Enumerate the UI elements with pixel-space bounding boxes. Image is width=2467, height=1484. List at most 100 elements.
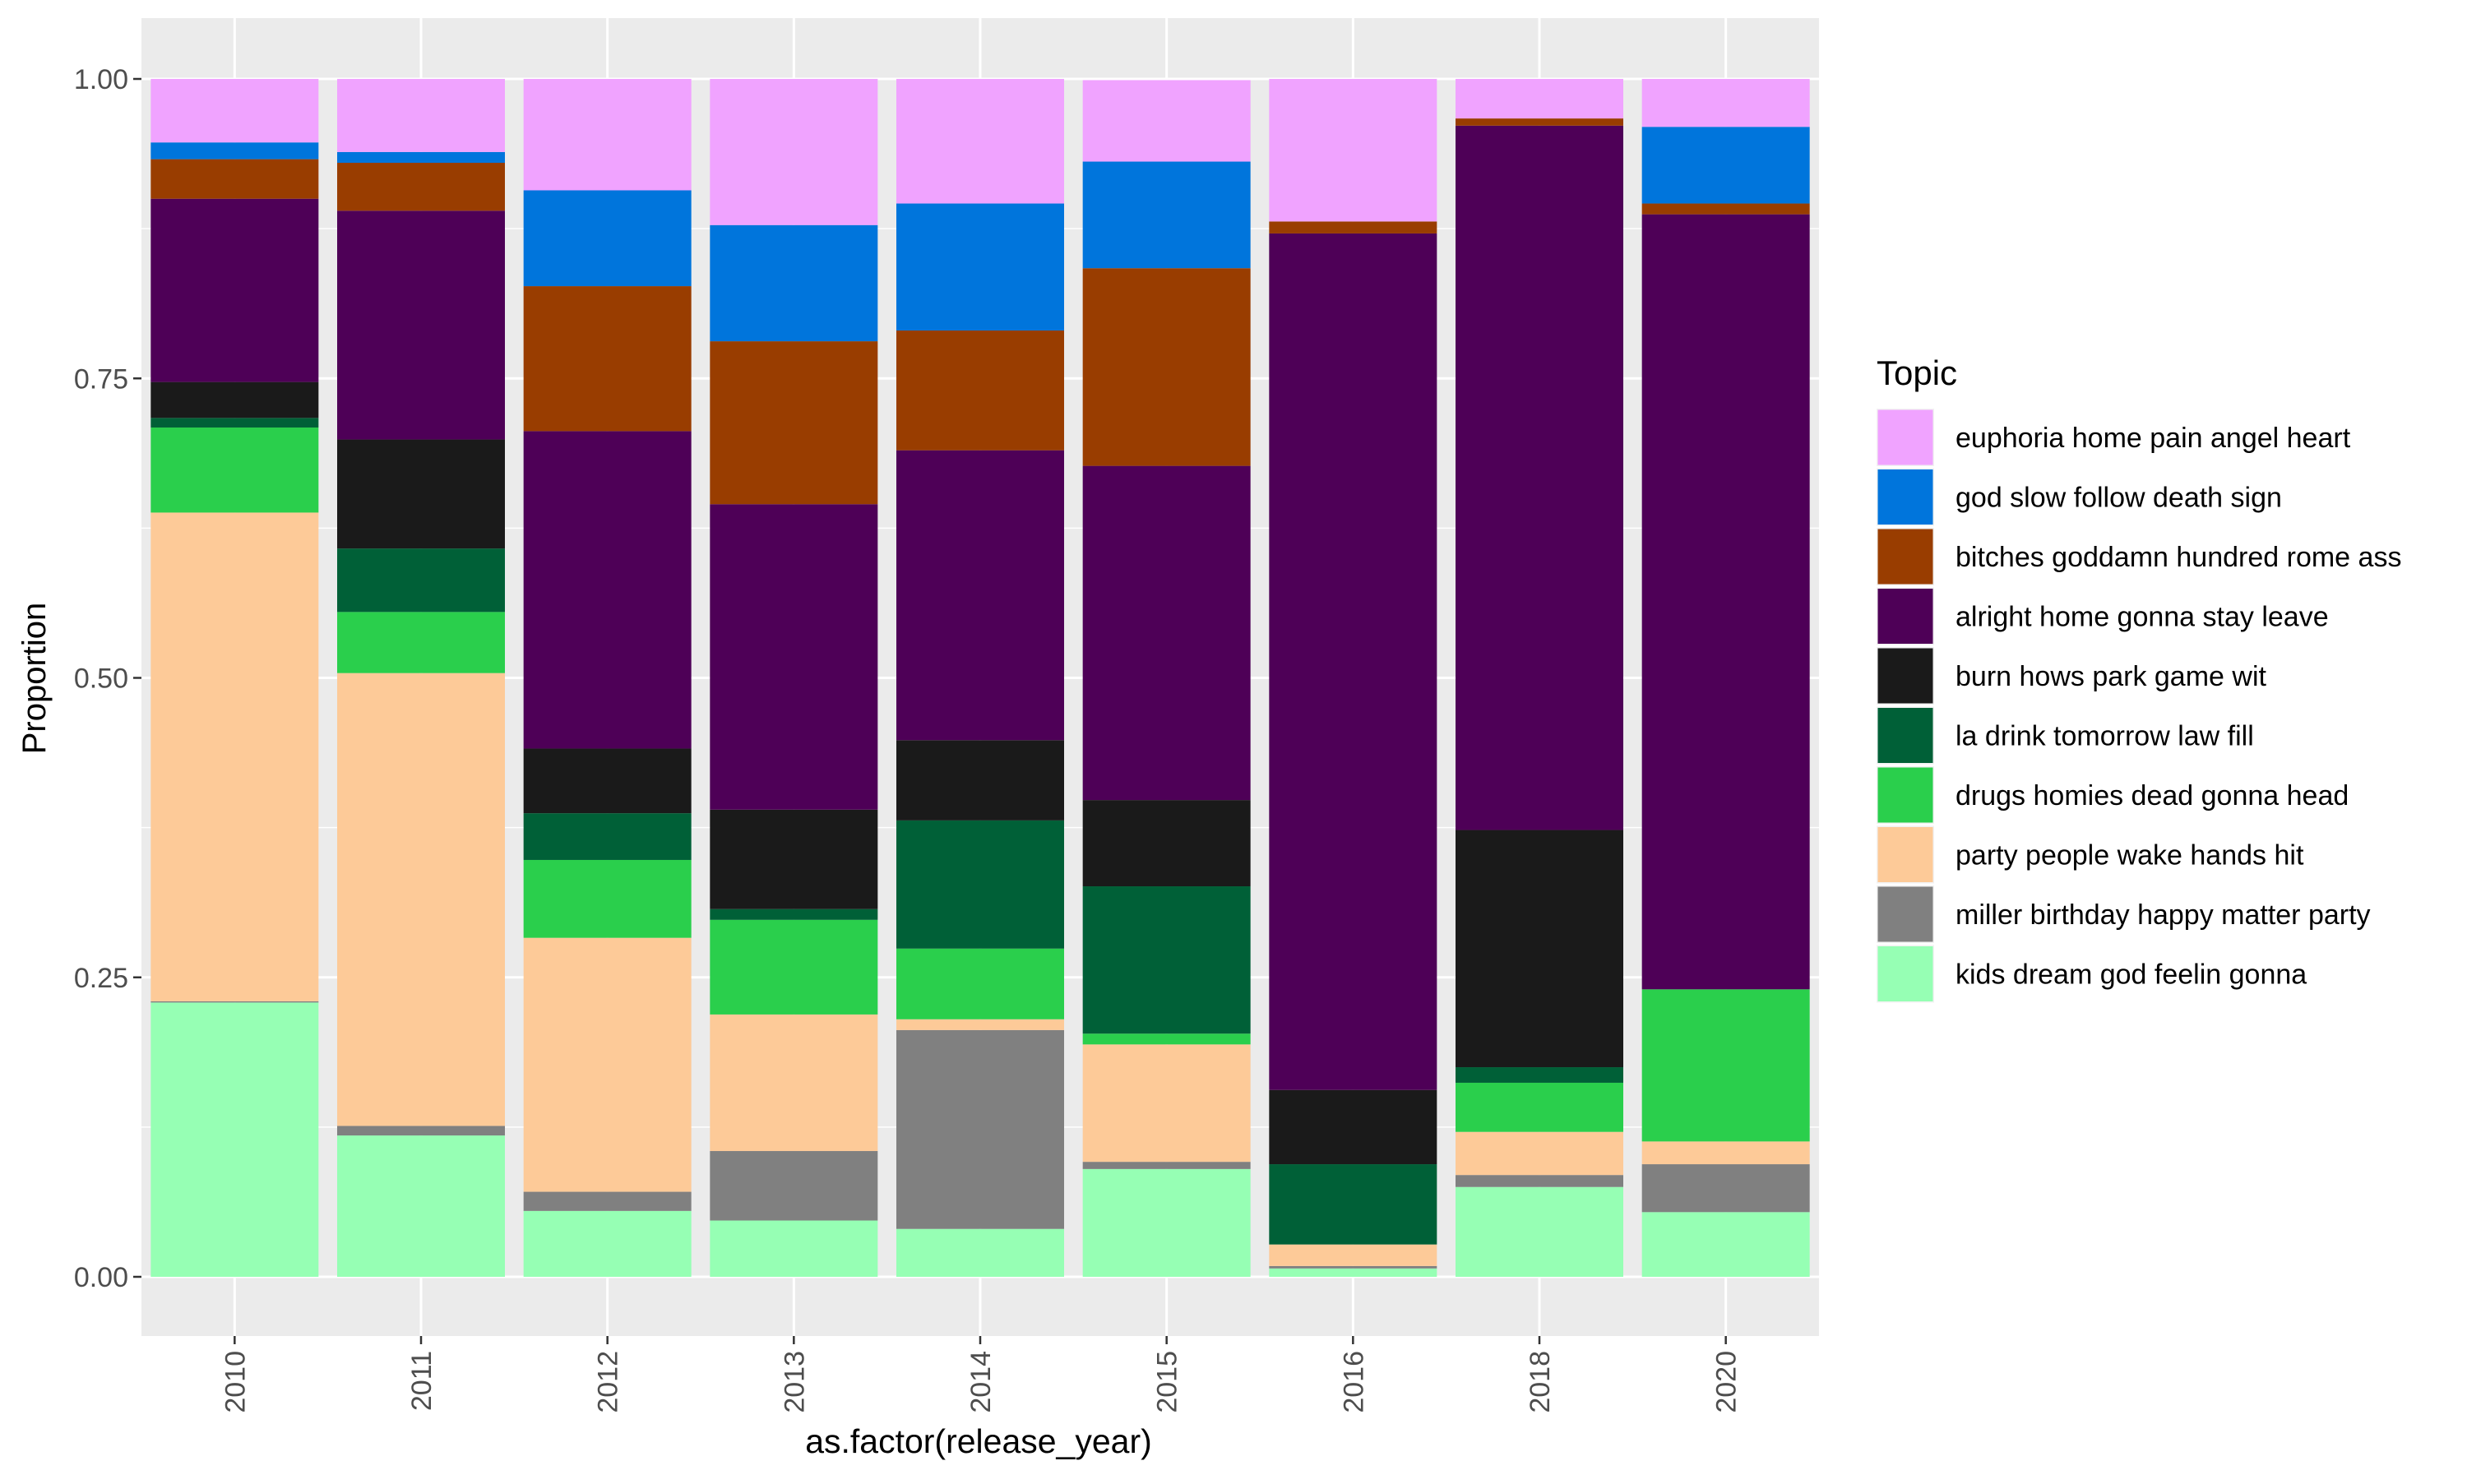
legend-swatch xyxy=(1877,767,1933,823)
legend-label: la drink tomorrow law fill xyxy=(1956,721,2254,752)
bar-segment xyxy=(337,673,505,1126)
bar-stack-2012 xyxy=(523,79,692,1277)
bar-segment xyxy=(1641,127,1810,204)
y-tick-label: 0.75 xyxy=(74,363,128,395)
legend-label: party people wake hands hit xyxy=(1956,840,2304,871)
bar-segment xyxy=(337,1126,505,1136)
legend-label: burn hows park game wit xyxy=(1956,661,2267,692)
bars-group xyxy=(150,79,1810,1277)
bar-segment xyxy=(896,740,1064,821)
x-tick-label: 2016 xyxy=(1338,1351,1369,1413)
legend-item: la drink tomorrow law fill xyxy=(1877,706,2254,765)
bar-segment xyxy=(337,151,505,163)
bar-segment xyxy=(1641,214,1810,990)
bar-segment xyxy=(523,431,692,749)
legend-item: kids dream god feelin gonna xyxy=(1877,945,2307,1003)
legend: Topic euphoria home pain angel heart god … xyxy=(1877,354,2401,1003)
bar-segment xyxy=(1269,1164,1437,1245)
bar-segment xyxy=(1641,79,1810,127)
x-tick-label: 2018 xyxy=(1525,1351,1556,1413)
bar-segment xyxy=(150,427,319,513)
legend-label: god slow follow death sign xyxy=(1956,483,2282,514)
bar-segment xyxy=(1082,800,1251,887)
bar-segment xyxy=(150,159,319,199)
bar-segment xyxy=(150,381,319,418)
legend-swatch xyxy=(1877,529,1933,585)
bar-segment xyxy=(1082,80,1251,162)
bar-segment xyxy=(523,286,692,432)
bar-segment xyxy=(1456,1082,1623,1132)
bar-segment xyxy=(896,330,1064,451)
legend-item: euphoria home pain angel heart xyxy=(1877,409,2351,466)
bar-segment xyxy=(150,1001,319,1003)
bar-segment xyxy=(150,1002,319,1277)
bar-stack-2013 xyxy=(710,79,878,1277)
bar-segment xyxy=(150,198,319,382)
bar-segment xyxy=(523,79,692,191)
bar-segment xyxy=(523,748,692,814)
x-axis-label: as.factor(release_year) xyxy=(805,1422,1152,1460)
bar-segment xyxy=(1082,886,1251,1034)
bar-segment xyxy=(896,450,1064,741)
bar-segment xyxy=(1456,830,1623,1068)
bar-segment xyxy=(1082,1033,1251,1045)
x-tick-label: 2020 xyxy=(1711,1351,1743,1413)
axes-group: 0.00 0.25 0.50 0.75 1.00 2010 2011 2012 2013 2014… xyxy=(74,64,1743,1413)
bar-segment xyxy=(1082,1162,1251,1169)
bar-segment xyxy=(1269,1268,1437,1277)
bar-segment xyxy=(1641,203,1810,215)
bar-stack-2015 xyxy=(1082,80,1251,1277)
x-tick-label: 2012 xyxy=(593,1351,624,1413)
bar-segment xyxy=(896,1029,1064,1229)
bar-segment xyxy=(896,820,1064,949)
bar-segment xyxy=(1456,1186,1623,1277)
legend-swatch xyxy=(1877,648,1933,704)
legend-swatch xyxy=(1877,827,1933,882)
bar-segment xyxy=(337,439,505,549)
bar-segment xyxy=(337,612,505,673)
legend-label: euphoria home pain angel heart xyxy=(1956,423,2351,454)
legend-swatch xyxy=(1877,589,1933,644)
bar-segment xyxy=(150,142,319,159)
bar-segment xyxy=(1641,989,1810,1142)
legend-item: god slow follow death sign xyxy=(1877,468,2282,526)
bar-segment xyxy=(1269,1244,1437,1266)
bar-stack-2014 xyxy=(896,79,1064,1277)
bar-segment xyxy=(1082,1168,1251,1277)
bar-segment xyxy=(337,1135,505,1277)
y-tick-label: 0.25 xyxy=(74,963,128,994)
x-tick-label: 2015 xyxy=(1152,1351,1183,1413)
x-tick-label: 2013 xyxy=(779,1351,810,1413)
y-axis-label: Proportion xyxy=(16,603,53,755)
bar-segment xyxy=(710,504,878,810)
bar-segment xyxy=(337,79,505,152)
bar-segment xyxy=(337,162,505,211)
bar-segment xyxy=(710,1014,878,1152)
bar-segment xyxy=(896,1019,1064,1030)
bar-segment xyxy=(710,908,878,920)
bar-stack-2020 xyxy=(1641,79,1810,1277)
bar-segment xyxy=(896,203,1064,331)
bar-segment xyxy=(1641,1164,1810,1213)
bar-stack-2011 xyxy=(337,79,505,1277)
bar-segment xyxy=(1082,1044,1251,1163)
y-tick-label: 0.50 xyxy=(74,663,128,695)
legend-label: drugs homies dead gonna head xyxy=(1956,780,2349,811)
bar-segment xyxy=(1456,79,1623,119)
bar-segment xyxy=(1082,465,1251,801)
bar-segment xyxy=(523,1210,692,1277)
legend-swatch xyxy=(1877,886,1933,942)
bar-segment xyxy=(1269,221,1437,233)
bar-segment xyxy=(150,512,319,1001)
bar-stack-2018 xyxy=(1456,79,1623,1277)
bar-segment xyxy=(896,1228,1064,1277)
bar-segment xyxy=(710,809,878,909)
bar-segment xyxy=(896,79,1064,204)
legend-item: burn hows park game wit xyxy=(1877,647,2267,705)
bar-segment xyxy=(337,210,505,440)
bar-segment xyxy=(1269,233,1437,1090)
bar-segment xyxy=(710,1220,878,1277)
legend-title: Topic xyxy=(1877,354,1957,392)
